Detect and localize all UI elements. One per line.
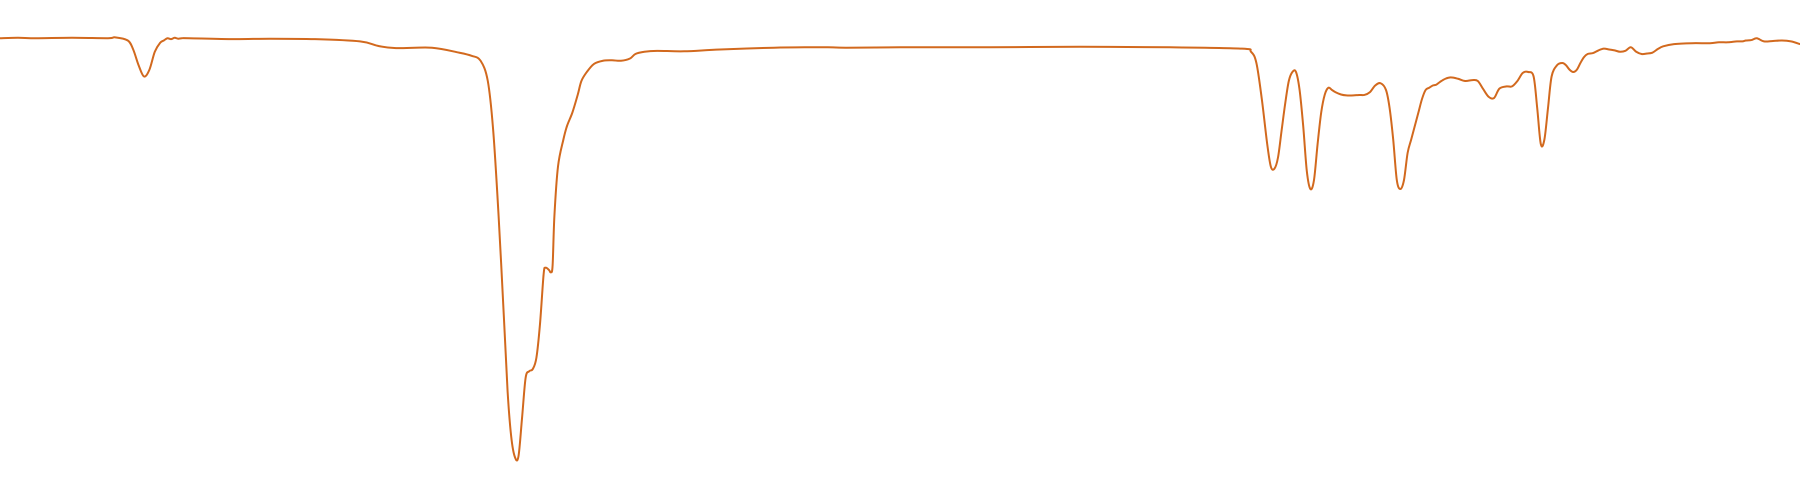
spectrum-series-line	[0, 36, 1800, 462]
